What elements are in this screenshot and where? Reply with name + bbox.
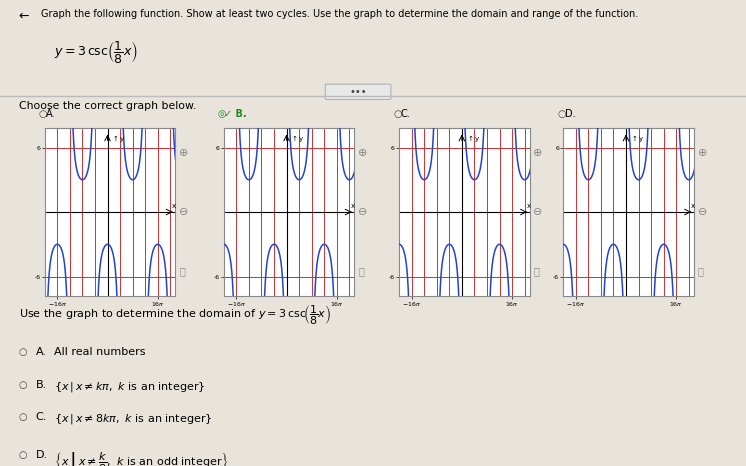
Text: $\left\{x\,\middle|\,x \neq \dfrac{k}{8},\ k\ \mathrm{is\ an\ odd\ integer}\righ: $\left\{x\,\middle|\,x \neq \dfrac{k}{8}… [54,450,228,466]
Text: ⊖: ⊖ [179,207,189,217]
Text: ⧉: ⧉ [533,266,539,276]
Text: x: x [172,203,176,209]
Text: ○: ○ [19,412,27,422]
Text: A.: A. [46,109,56,119]
Text: $\uparrow$y: $\uparrow$y [466,133,480,144]
Text: A.: A. [36,347,47,357]
Text: ⧉: ⧉ [358,266,364,276]
Text: $\{x\,|\,x \neq 8k\pi,\ k\ \mathrm{is\ an\ integer}\}$: $\{x\,|\,x \neq 8k\pi,\ k\ \mathrm{is\ a… [54,412,212,426]
Text: x: x [691,203,695,209]
Text: x: x [527,203,530,209]
Text: ○: ○ [393,109,401,119]
Text: Choose the correct graph below.: Choose the correct graph below. [19,101,196,111]
Text: ○: ○ [19,380,27,390]
Text: ✓ B.: ✓ B. [224,109,246,119]
Text: $\uparrow$y: $\uparrow$y [630,133,645,144]
Text: ○: ○ [39,109,47,119]
FancyBboxPatch shape [325,84,391,100]
Text: ⧉: ⧉ [698,266,703,276]
Text: D.: D. [565,109,575,119]
Text: ○: ○ [19,450,27,459]
Text: C.: C. [36,412,47,422]
Text: $\uparrow$y: $\uparrow$y [111,133,126,144]
Text: x: x [351,203,355,209]
Text: ◎: ◎ [218,109,226,119]
Text: All real numbers: All real numbers [54,347,145,357]
Text: ⊖: ⊖ [358,207,368,217]
Text: ⊖: ⊖ [698,207,707,217]
Text: ○: ○ [19,347,27,357]
Text: ←: ← [19,9,29,22]
Text: B.: B. [36,380,47,390]
Text: ⊖: ⊖ [533,207,543,217]
Text: •••: ••• [349,87,367,97]
Text: ⊕: ⊕ [358,148,368,158]
Text: C.: C. [401,109,410,119]
Text: $\uparrow$y: $\uparrow$y [290,133,305,144]
Text: $\{x\,|\,x \neq k\pi,\ k\ \mathrm{is\ an\ integer}\}$: $\{x\,|\,x \neq k\pi,\ k\ \mathrm{is\ an… [54,380,205,394]
Text: ○: ○ [557,109,565,119]
Text: ⊕: ⊕ [698,148,707,158]
Text: ⊕: ⊕ [533,148,543,158]
Text: D.: D. [36,450,48,459]
Text: ⊕: ⊕ [179,148,189,158]
Text: ⧉: ⧉ [179,266,185,276]
Text: Use the graph to determine the domain of $y = 3\,\mathrm{csc}\!\left(\dfrac{1}{8: Use the graph to determine the domain of… [19,304,330,327]
Text: Graph the following function. Show at least two cycles. Use the graph to determi: Graph the following function. Show at le… [41,9,639,19]
Text: $y = 3\,\mathrm{csc}\left(\dfrac{1}{8}x\right)$: $y = 3\,\mathrm{csc}\left(\dfrac{1}{8}x\… [54,40,138,65]
